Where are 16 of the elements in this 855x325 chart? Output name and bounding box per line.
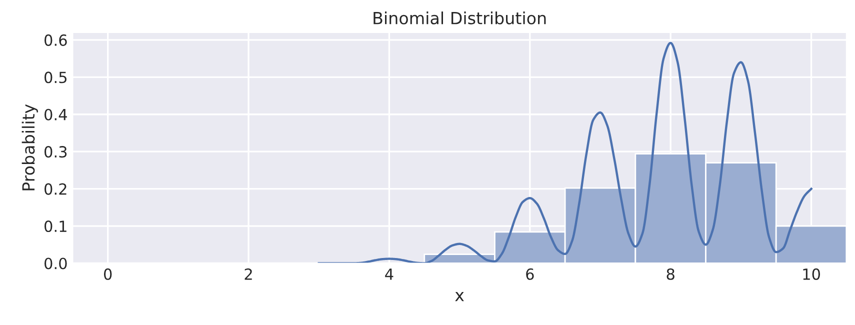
x-tick-label: 4 bbox=[385, 268, 394, 280]
y-tick-label: 0.2 bbox=[44, 183, 66, 195]
y-tick-label: 0.0 bbox=[44, 258, 67, 270]
x-tick-label: 6 bbox=[526, 268, 534, 280]
y-tick-label: 0.5 bbox=[44, 72, 66, 84]
y-tick-label: 0.6 bbox=[44, 34, 67, 46]
y-tick-label: 0.4 bbox=[44, 108, 67, 120]
x-tick-label: 8 bbox=[666, 268, 674, 280]
y-tick-label: 0.3 bbox=[44, 146, 67, 158]
x-tick-label: 10 bbox=[803, 268, 820, 280]
y-tick-label: 0.1 bbox=[44, 220, 66, 232]
y-axis-title: Probability bbox=[22, 104, 38, 190]
x-tick-label: 0 bbox=[104, 268, 112, 280]
chart-title: Binomial Distribution bbox=[374, 12, 546, 24]
x-tick-label: 2 bbox=[244, 268, 252, 280]
x-axis-title: x bbox=[455, 292, 464, 302]
